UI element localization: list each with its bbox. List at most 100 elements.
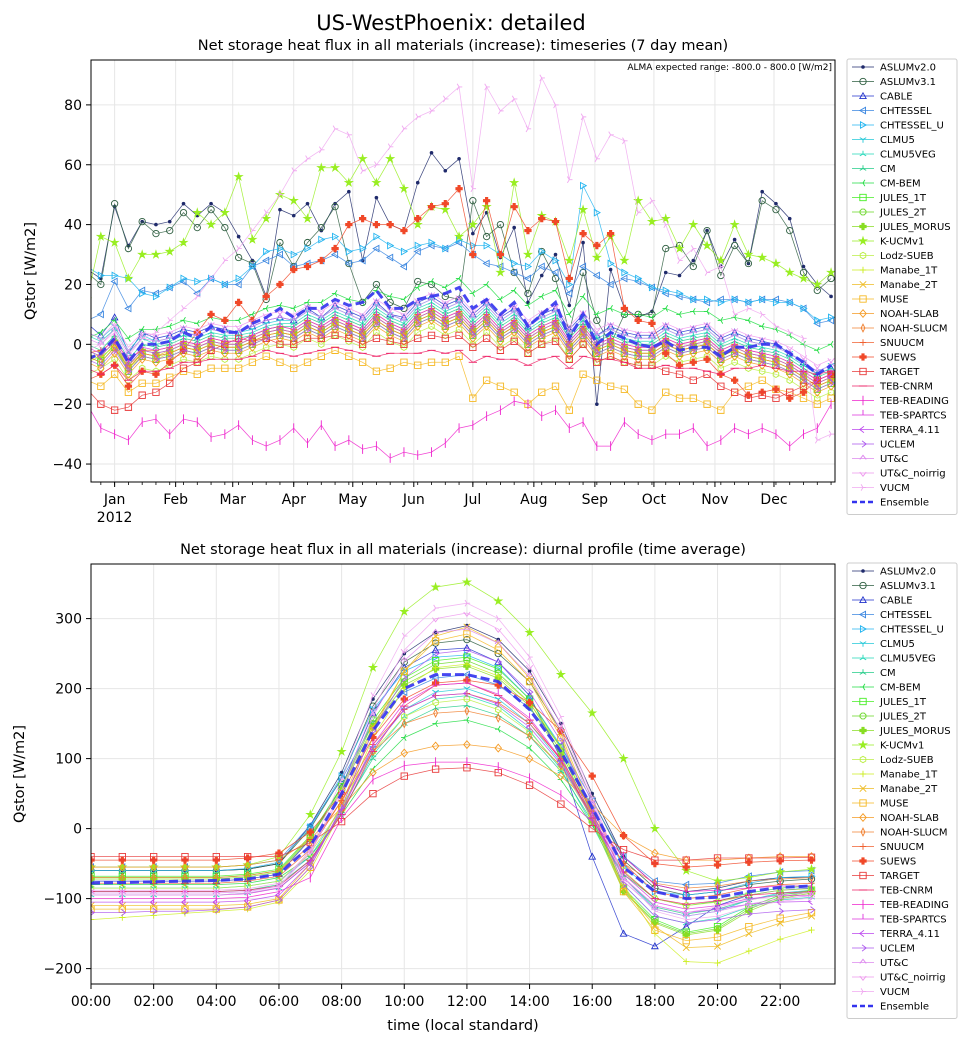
legend-item: CLMU5VEG bbox=[852, 150, 936, 161]
data-point bbox=[634, 331, 642, 337]
data-point bbox=[357, 153, 368, 164]
data-point bbox=[551, 268, 559, 277]
data-point bbox=[432, 664, 439, 671]
data-point bbox=[331, 290, 338, 297]
legend-item: NOAH-SLUCM bbox=[852, 827, 948, 839]
data-point bbox=[689, 348, 698, 358]
legend-item: K-UCMv1 bbox=[852, 739, 924, 752]
data-point bbox=[302, 213, 313, 223]
legend-label: CM-BEM bbox=[880, 179, 921, 190]
x-tick-label: 02:00 bbox=[133, 994, 173, 1010]
data-point bbox=[91, 872, 94, 883]
data-point bbox=[675, 292, 683, 301]
data-point bbox=[345, 247, 353, 256]
legend-item: CABLE bbox=[852, 596, 913, 607]
data-point bbox=[760, 189, 764, 194]
series-line-ut-c-noirrig bbox=[91, 612, 812, 913]
data-point bbox=[827, 381, 835, 391]
legend-label: JULES_2T bbox=[879, 208, 927, 219]
x-tick-label: 10:00 bbox=[384, 994, 424, 1010]
data-point bbox=[689, 376, 697, 384]
legend-item: SUEWS bbox=[852, 353, 916, 364]
data-point bbox=[244, 887, 252, 893]
data-point bbox=[620, 351, 629, 361]
legend-marker bbox=[859, 726, 867, 735]
data-point bbox=[332, 232, 340, 241]
data-point bbox=[509, 177, 520, 188]
legend-marker bbox=[859, 251, 867, 260]
data-point bbox=[510, 268, 518, 277]
legend-marker bbox=[859, 712, 867, 720]
legend-marker bbox=[859, 975, 867, 981]
data-point bbox=[619, 831, 628, 840]
data-point bbox=[682, 863, 690, 871]
data-point bbox=[375, 319, 381, 327]
data-point bbox=[288, 195, 299, 205]
data-point bbox=[525, 754, 534, 764]
series-markers-uclem bbox=[91, 313, 835, 393]
data-point bbox=[360, 167, 366, 175]
data-point bbox=[192, 207, 203, 217]
data-point bbox=[345, 330, 353, 340]
data-point bbox=[412, 219, 423, 229]
data-point bbox=[289, 328, 295, 336]
data-point bbox=[431, 765, 440, 773]
legend-marker bbox=[857, 235, 869, 246]
data-point bbox=[469, 250, 477, 259]
data-point bbox=[496, 250, 505, 259]
data-point bbox=[717, 357, 725, 367]
data-point bbox=[495, 713, 501, 723]
data-point bbox=[153, 328, 160, 336]
data-point bbox=[467, 219, 478, 229]
data-point bbox=[84, 269, 90, 275]
data-point bbox=[702, 298, 711, 307]
legend-item: TEB-CNRM bbox=[852, 886, 933, 897]
data-point bbox=[428, 302, 435, 308]
legend-label: NOAH-SLUCM bbox=[880, 828, 948, 839]
series-markers-ut-c bbox=[91, 625, 816, 918]
data-point bbox=[179, 364, 188, 372]
data-point bbox=[732, 237, 737, 242]
data-point bbox=[84, 386, 90, 392]
data-point bbox=[494, 627, 502, 634]
data-point bbox=[84, 377, 90, 383]
data-point bbox=[213, 891, 220, 899]
data-point bbox=[829, 294, 833, 299]
data-point bbox=[181, 852, 189, 861]
data-point bbox=[730, 241, 739, 250]
legend-marker bbox=[859, 367, 867, 376]
data-point bbox=[776, 854, 784, 862]
data-point bbox=[278, 331, 284, 339]
data-point bbox=[243, 860, 252, 870]
data-point bbox=[471, 331, 477, 339]
legend-item: ASLUMv3.1 bbox=[852, 77, 936, 88]
legend-label: K-UCMv1 bbox=[880, 741, 924, 752]
data-point bbox=[416, 319, 422, 327]
data-point bbox=[207, 310, 215, 319]
data-point bbox=[167, 316, 173, 324]
data-point bbox=[154, 355, 160, 363]
data-point bbox=[427, 241, 435, 250]
legend-marker bbox=[859, 295, 867, 303]
series-markers-chtessel bbox=[91, 670, 815, 889]
data-point bbox=[593, 351, 601, 361]
data-point bbox=[801, 264, 806, 269]
legend-label: TERRA_4.11 bbox=[879, 425, 940, 436]
data-point bbox=[249, 310, 255, 318]
legend-label: Manabe_2T bbox=[880, 280, 938, 291]
data-point bbox=[429, 107, 435, 115]
data-point bbox=[662, 367, 670, 375]
data-point bbox=[470, 185, 477, 193]
data-point bbox=[715, 912, 721, 920]
data-point bbox=[428, 278, 434, 285]
data-point bbox=[607, 259, 615, 268]
legend-label: Ensemble bbox=[880, 498, 929, 509]
series-line-manabe-1t bbox=[91, 663, 812, 964]
data-point bbox=[675, 328, 684, 334]
data-point bbox=[620, 304, 629, 313]
data-point bbox=[318, 235, 326, 244]
data-point bbox=[621, 874, 627, 882]
data-point bbox=[303, 238, 312, 247]
data-point bbox=[443, 168, 448, 173]
data-point bbox=[758, 347, 766, 353]
